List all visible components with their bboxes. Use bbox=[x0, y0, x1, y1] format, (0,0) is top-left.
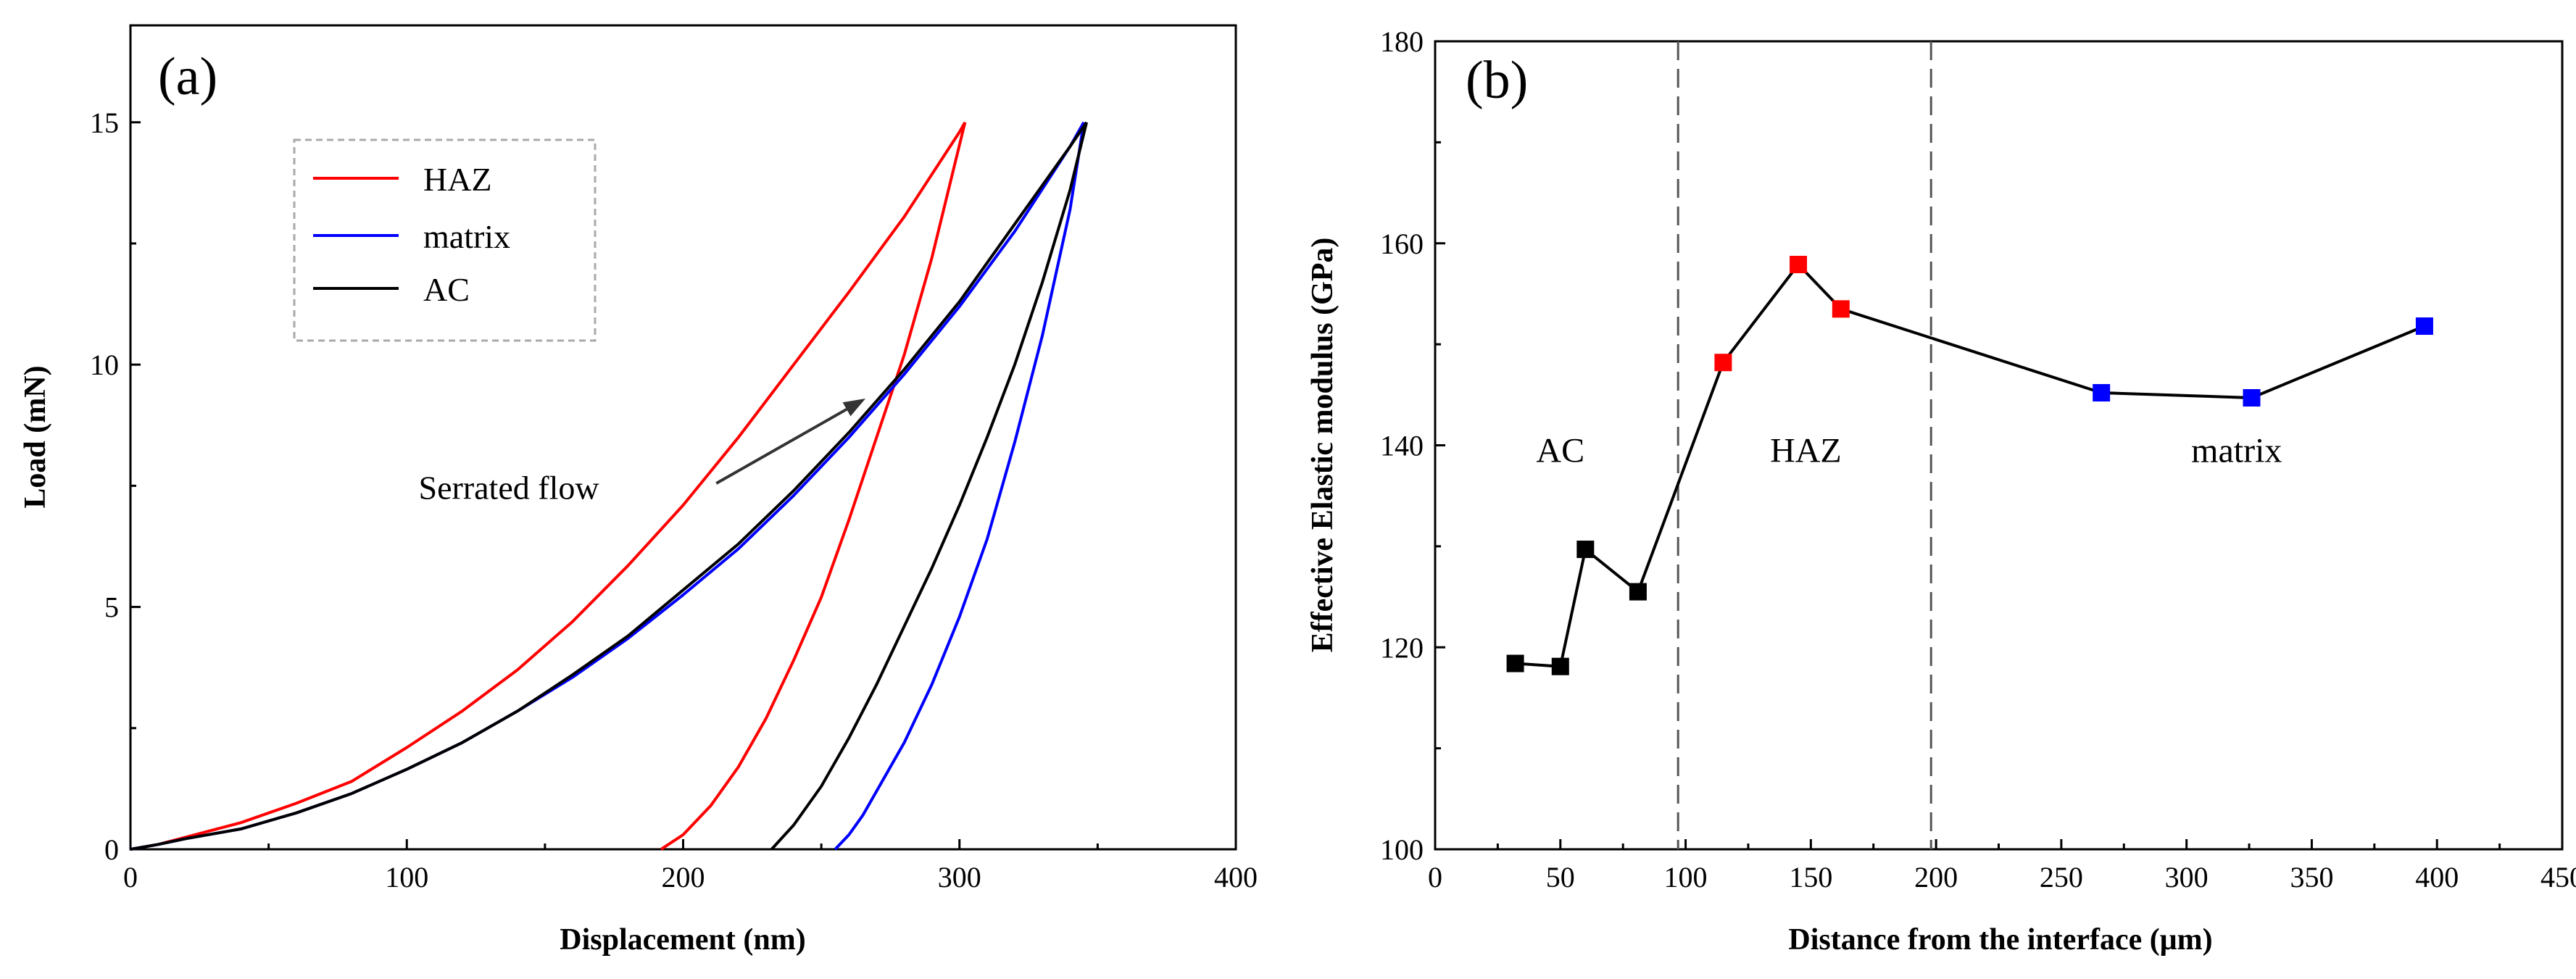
panel-b-x-tick-label: 250 bbox=[2040, 861, 2083, 893]
panel-b-x-tick-label: 200 bbox=[1914, 861, 1958, 893]
modulus-point bbox=[1832, 300, 1850, 318]
panel-a-y-tick-label: 10 bbox=[90, 349, 119, 381]
panel-a-y-tick-label: 15 bbox=[90, 107, 119, 139]
modulus-point bbox=[1576, 541, 1595, 559]
panel-b-chart: 0 50 100 150 200 250 300 350 400 450 100 120 140 160 1… bbox=[1306, 25, 2576, 957]
serrated-flow-arrow-head bbox=[842, 398, 866, 417]
panel-b-x-tick-label: 0 bbox=[1428, 861, 1442, 893]
panel-a-x-axis-title: Displacement (nm) bbox=[560, 923, 805, 957]
panel-a-annotation: Serrated flow bbox=[419, 398, 866, 506]
modulus-point bbox=[2093, 384, 2111, 402]
series-ac-unloading-curve bbox=[770, 122, 1089, 851]
panel-a-legend: HAZ matrix AC bbox=[293, 138, 597, 342]
panel-b-x-tick-label: 450 bbox=[2540, 861, 2576, 893]
modulus-point bbox=[1790, 256, 1808, 274]
panel-a-x-tick-label: 400 bbox=[1214, 861, 1258, 893]
modulus-point bbox=[2243, 388, 2261, 407]
panel-b-y-tick-label: 120 bbox=[1380, 631, 1424, 664]
series-haz-loading-curve bbox=[130, 121, 967, 851]
panel-b-x-tick-label: 300 bbox=[2165, 861, 2209, 893]
panel-b-series-group bbox=[1506, 256, 2433, 675]
panel-a-x-tick-label: 100 bbox=[385, 861, 428, 893]
panel-b-plot-frame bbox=[1434, 40, 2564, 851]
legend-box bbox=[293, 138, 597, 342]
serrated-flow-arrow-line bbox=[715, 408, 848, 485]
panel-a-y-axis-title: Load (mN) bbox=[19, 365, 52, 508]
panel-b-y-tick-label: 160 bbox=[1380, 228, 1424, 260]
modulus-point bbox=[1551, 657, 1569, 675]
region-label-haz: HAZ bbox=[1770, 431, 1842, 470]
panel-a-series-group bbox=[130, 121, 1089, 851]
panel-b-ticks: 0 50 100 150 200 250 300 350 400 450 100 120 140 160 1… bbox=[1380, 25, 2576, 893]
legend-haz-label: HAZ bbox=[423, 161, 492, 198]
series-matrix-loading-curve bbox=[130, 121, 1086, 851]
panel-b-y-axis-title: Effective Elastic modulus (GPa) bbox=[1306, 238, 1339, 653]
panel-b-label: (b) bbox=[1466, 51, 1528, 110]
series-ac-loading-curve bbox=[130, 121, 1088, 851]
panel-b-y-tick-label: 180 bbox=[1380, 25, 1424, 58]
modulus-point bbox=[1506, 654, 1524, 672]
modulus-point bbox=[1629, 583, 1647, 601]
serrated-flow-label: Serrated flow bbox=[419, 469, 600, 506]
legend-ac-label: AC bbox=[423, 271, 470, 308]
panel-b-x-tick-label: 150 bbox=[1789, 861, 1832, 893]
panel-a-x-tick-label: 300 bbox=[938, 861, 981, 893]
panel-a-ticks: 0 100 200 300 400 0 5 10 15 bbox=[90, 107, 1258, 893]
panel-b-x-tick-label: 350 bbox=[2290, 861, 2333, 893]
panel-a-x-tick-label: 200 bbox=[662, 861, 705, 893]
series-haz-unloading-curve bbox=[660, 122, 967, 851]
panel-b-region-boundaries bbox=[1677, 41, 1932, 849]
panel-a-y-tick-label: 0 bbox=[104, 833, 119, 866]
legend-matrix-label: matrix bbox=[423, 218, 510, 255]
panel-b-x-tick-label: 50 bbox=[1546, 861, 1575, 893]
panel-b-x-tick-label: 400 bbox=[2415, 861, 2459, 893]
region-label-matrix: matrix bbox=[2191, 431, 2282, 470]
series-matrix-unloading-curve bbox=[834, 122, 1086, 851]
panel-a-label: (a) bbox=[158, 47, 217, 107]
panel-b-y-tick-label: 100 bbox=[1380, 833, 1424, 866]
region-label-ac: AC bbox=[1536, 431, 1584, 470]
panel-b-x-tick-label: 100 bbox=[1664, 861, 1708, 893]
modulus-point bbox=[2415, 317, 2433, 336]
modulus-point bbox=[1714, 354, 1732, 372]
panel-a-chart: 0 100 200 300 400 0 5 10 15 Serrated flow HAZ ma… bbox=[19, 24, 1258, 957]
panel-a-y-tick-label: 5 bbox=[104, 591, 119, 624]
panel-a-x-tick-label: 0 bbox=[123, 861, 138, 893]
panel-b-y-tick-label: 140 bbox=[1380, 430, 1424, 462]
panel-b-x-axis-title: Distance from the interface (μm) bbox=[1788, 923, 2212, 957]
modulus-line bbox=[1515, 263, 2425, 668]
panel-b-region-labels: AC HAZ matrix bbox=[1536, 431, 2282, 470]
